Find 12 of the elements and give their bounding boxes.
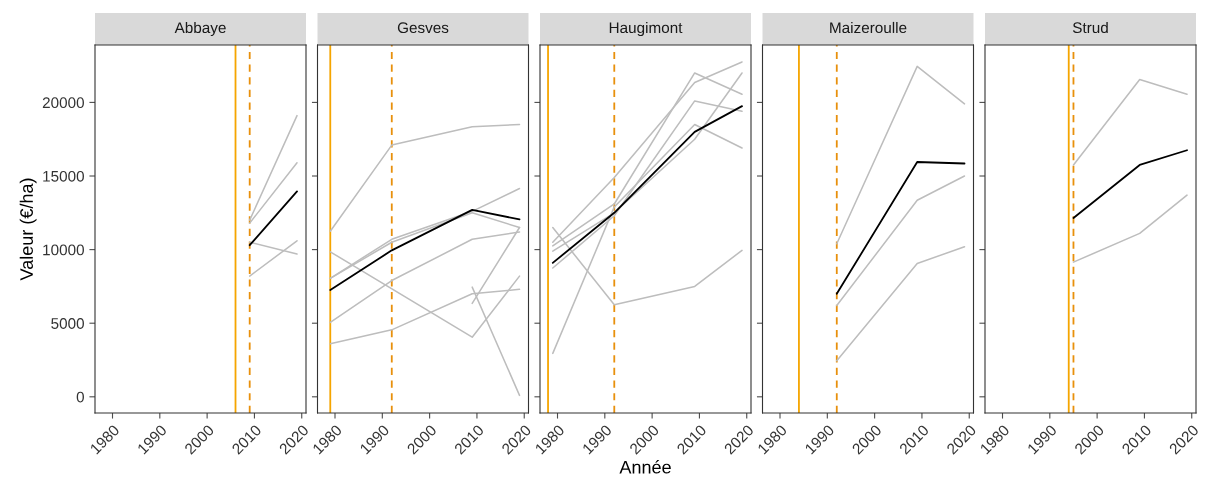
- y-tick-label: 0: [76, 391, 84, 403]
- chart-title: Abbaye: [174, 21, 226, 37]
- y-tick-label: 5000: [51, 318, 84, 329]
- y-axis-title: Valeur (€/ha): [19, 178, 37, 281]
- x-axis-title: Année: [619, 460, 671, 474]
- y-tick-label: 20000: [42, 97, 84, 109]
- y-tick-label: 10000: [43, 244, 84, 256]
- chart-title: Haugimont: [609, 21, 683, 37]
- chart-title: Strud: [1072, 21, 1108, 34]
- chart-title: Gesves: [397, 22, 449, 34]
- chart-title: Maizeroulle: [830, 21, 907, 34]
- y-tick-label: 15000: [43, 170, 84, 182]
